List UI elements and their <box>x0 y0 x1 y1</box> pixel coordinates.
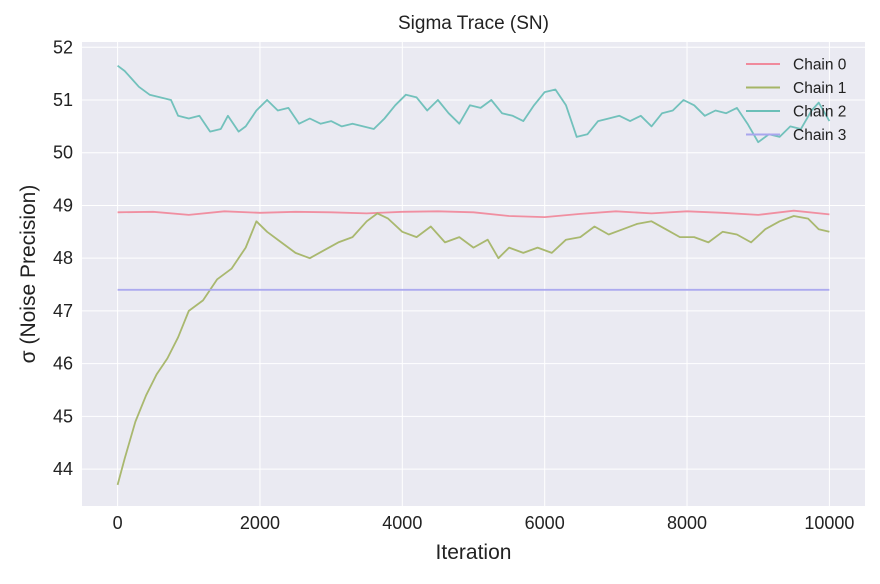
x-tick-label: 2000 <box>240 513 280 533</box>
x-axis-label: Iteration <box>436 541 512 564</box>
plot-area <box>82 42 865 506</box>
y-tick-label: 45 <box>53 406 73 426</box>
legend-label: Chain 2 <box>793 104 846 121</box>
x-tick-label: 8000 <box>667 513 707 533</box>
series-line-chain-2 <box>117 64 831 144</box>
y-tick-label: 47 <box>53 301 73 321</box>
legend: Chain 0 Chain 1 Chain 2 Chain 3 <box>746 57 847 144</box>
y-tick-label: 50 <box>53 143 73 163</box>
legend-label: Chain 3 <box>793 127 846 144</box>
y-tick-label: 44 <box>53 459 73 479</box>
chart-title: Sigma Trace (SN) <box>398 13 549 34</box>
x-tick-label: 10000 <box>804 513 854 533</box>
y-tick-label: 48 <box>53 248 73 268</box>
series-line-chain-1 <box>116 212 830 486</box>
y-tick-label: 52 <box>53 37 73 57</box>
x-tick-label: 0 <box>113 513 123 533</box>
y-tick-label: 46 <box>53 354 73 374</box>
y-axis: 44 45 46 47 48 49 50 51 52 <box>53 37 73 479</box>
y-tick-label: 49 <box>53 195 73 215</box>
y-tick-label: 51 <box>53 90 73 110</box>
legend-label: Chain 0 <box>793 57 847 74</box>
x-tick-label: 4000 <box>382 513 422 533</box>
y-axis-label: σ (Noise Precision) <box>17 185 40 364</box>
grid <box>82 42 865 506</box>
legend-label: Chain 1 <box>793 80 846 97</box>
series-line-chain-0 <box>117 209 830 218</box>
x-axis: 0 2000 4000 6000 8000 10000 <box>113 513 855 533</box>
series-group <box>116 64 831 486</box>
x-tick-label: 6000 <box>525 513 565 533</box>
